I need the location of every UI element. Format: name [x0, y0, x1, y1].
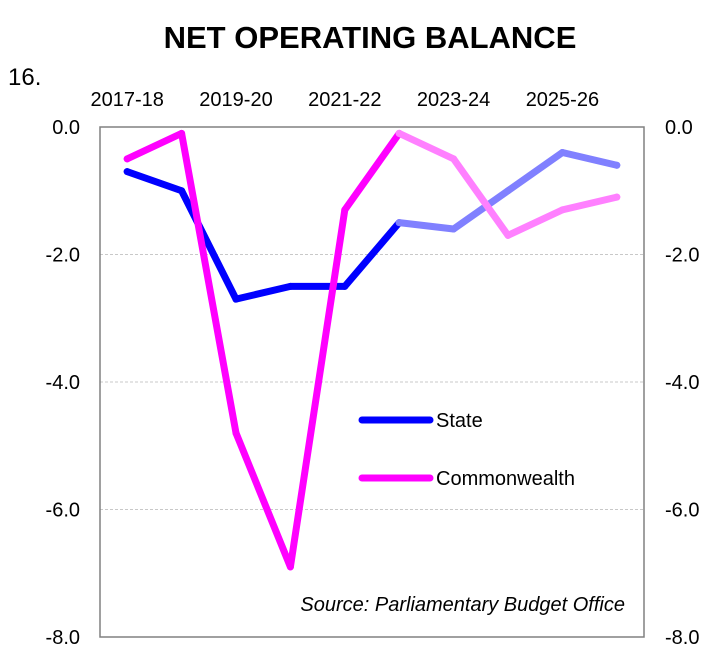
data-point-commonwealth: [232, 429, 240, 437]
y-tick-label-left: -6.0: [46, 500, 80, 522]
x-tick-label: 2025-26: [526, 89, 599, 111]
y-tick-label-right: -6.0: [665, 500, 699, 522]
chart-title: NET OPERATING BALANCE: [164, 20, 577, 55]
y-tick-label-right: 0.0: [665, 117, 693, 139]
y-tick-label-right: -4.0: [665, 372, 699, 394]
data-point-state: [558, 149, 566, 156]
data-point-state: [504, 187, 512, 195]
x-tick-label: 2023-24: [417, 89, 490, 111]
data-point-commonwealth: [558, 206, 566, 214]
data-point-state: [178, 187, 186, 195]
y-tick-label-right: -8.0: [665, 627, 699, 649]
y-tick-label-left: -8.0: [46, 627, 80, 649]
series-line-commonwealth-forecast: [395, 129, 621, 239]
data-point-commonwealth: [395, 129, 403, 137]
data-point-commonwealth: [123, 155, 131, 163]
data-point-commonwealth: [286, 563, 294, 571]
y-tick-label-left: -2.0: [46, 245, 80, 267]
plot-frame: [99, 126, 645, 638]
data-point-state: [341, 282, 349, 290]
x-tick-label: 2019-20: [199, 89, 272, 111]
data-point-state: [613, 161, 621, 169]
series-lines: [123, 129, 621, 571]
data-point-commonwealth: [450, 155, 458, 163]
figure-number: 16.: [8, 64, 41, 91]
data-point-commonwealth: [504, 231, 512, 239]
x-tick-label: 2017-18: [90, 89, 163, 111]
data-point-commonwealth: [178, 129, 186, 137]
legend-label-state: State: [436, 410, 483, 432]
data-point-commonwealth: [341, 206, 349, 214]
data-point-state: [286, 282, 294, 290]
series-line-state-actual: [123, 168, 403, 303]
data-point-state: [450, 225, 458, 233]
series-line-commonwealth-actual: [123, 129, 403, 571]
y-tick-label-right: -2.0: [665, 245, 699, 267]
data-point-state: [123, 168, 131, 176]
data-point-commonwealth: [613, 193, 621, 201]
y-axis-labels: 0.0 0.0 -2.0 -2.0 -4.0 -4.0 -6.0 -6.0 -8.0 -8.0: [46, 117, 700, 649]
legend-label-commonwealth: Commonwealth: [436, 468, 575, 490]
x-tick-label: 2021-22: [308, 89, 381, 111]
y-tick-label-left: 0.0: [52, 117, 80, 139]
data-point-state: [232, 295, 240, 303]
data-point-state: [395, 219, 403, 227]
y-tick-label-left: -4.0: [46, 372, 80, 394]
x-axis-labels: 2017-18 2019-20 2021-22 2023-24 2025-26: [90, 89, 599, 111]
source-annotation: Source: Parliamentary Budget Office: [300, 594, 625, 616]
legend: State Commonwealth: [358, 410, 575, 490]
